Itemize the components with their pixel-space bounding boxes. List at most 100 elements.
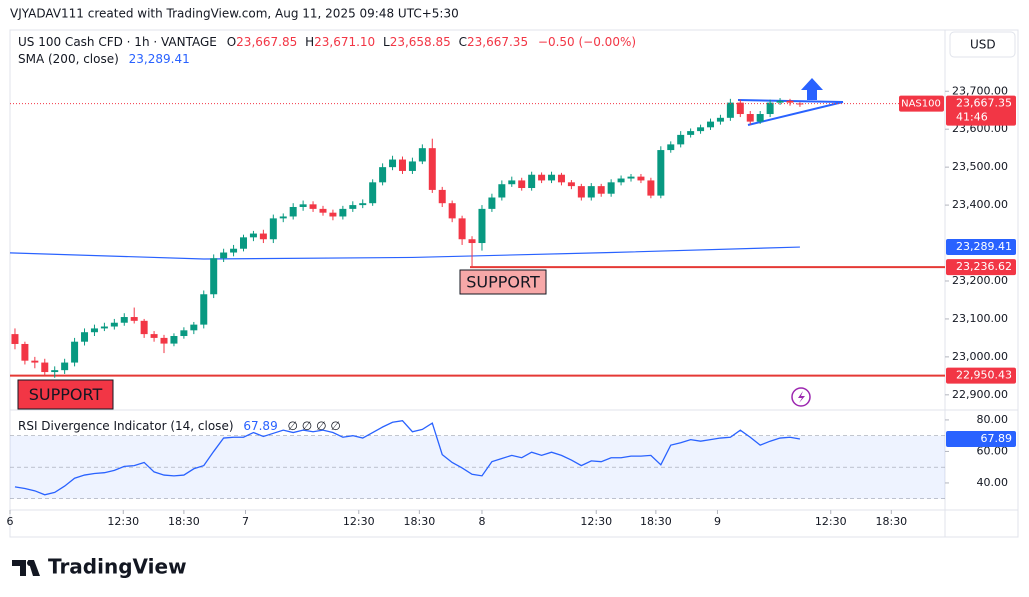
sma-price-box xyxy=(946,239,1016,256)
candle-body xyxy=(11,334,19,344)
ohlc-key: H xyxy=(305,35,314,49)
sma-name: SMA (200, close) xyxy=(18,52,119,66)
candle-body xyxy=(309,204,317,209)
y-tick-label: 23,400.00 xyxy=(952,198,1008,211)
countdown: 41:46 xyxy=(956,111,988,124)
support-tag: SUPPORT xyxy=(466,273,540,292)
candle-body xyxy=(458,218,466,240)
brand-name: TradingView xyxy=(48,555,187,579)
support-price-box xyxy=(946,367,1016,384)
candle-body xyxy=(190,324,198,331)
last-price-label: 23,667.35 xyxy=(956,97,1012,110)
brand-logo-dot xyxy=(27,560,33,566)
candle-body xyxy=(538,174,546,181)
y-tick-label: 23,700.00 xyxy=(952,84,1008,97)
candle-body xyxy=(160,337,168,344)
y-tick-label: 23,500.00 xyxy=(952,160,1008,173)
event-icon[interactable] xyxy=(791,387,811,407)
symbol-box xyxy=(899,95,944,112)
candle-body xyxy=(617,178,625,183)
rsi-value: 67.89 xyxy=(243,419,277,433)
x-tick-label: 12:30 xyxy=(343,515,375,528)
legend-rsi: RSI Divergence Indicator (14, close) 67.… xyxy=(18,419,341,433)
ohlc-value: 23,667.35 xyxy=(467,35,528,49)
ohlc-value: 23,671.10 xyxy=(314,35,375,49)
y-tick-label: 60.00 xyxy=(977,444,1009,457)
watermark: VJYADAV111 created with TradingView.com,… xyxy=(10,7,459,21)
candle-body xyxy=(210,258,218,295)
candle-body xyxy=(448,203,456,219)
legend-sma: SMA (200, close) 23,289.41 xyxy=(18,52,190,66)
rsi-value-box xyxy=(946,431,1016,448)
legend-main: US 100 Cash CFD · 1h · VANTAGE O23,667.8… xyxy=(18,35,636,49)
y-tick-label: 22,900.00 xyxy=(952,388,1008,401)
candle-body xyxy=(81,332,89,342)
sma-value: 23,289.41 xyxy=(129,52,190,66)
candle-body xyxy=(140,320,148,335)
candle-body xyxy=(687,131,695,135)
symbol-tag: NAS100 xyxy=(901,99,941,110)
x-tick-label: 9 xyxy=(714,515,721,528)
candle-body xyxy=(736,102,744,115)
candle-body xyxy=(677,134,685,145)
candle-body xyxy=(548,174,556,181)
support-tag-box xyxy=(459,269,547,295)
rsi-extra: ∅ ∅ ∅ ∅ xyxy=(288,419,341,433)
sma-price-label: 23,289.41 xyxy=(956,240,1012,253)
candle-body xyxy=(756,114,764,122)
x-tick-label: 12:30 xyxy=(580,515,612,528)
ohlc-value: 23,658.85 xyxy=(390,35,451,49)
y-tick-label: 80.00 xyxy=(977,413,1009,426)
candle-body xyxy=(200,294,208,325)
support-price-label: 23,236.62 xyxy=(956,260,1012,273)
x-tick-label: 18:30 xyxy=(404,515,436,528)
candle-body xyxy=(528,174,536,189)
candle-body xyxy=(180,330,188,337)
candle-body xyxy=(150,334,158,338)
last-price-box xyxy=(946,95,1016,126)
candle-body xyxy=(726,102,734,118)
candle-body xyxy=(428,148,436,190)
candle-body xyxy=(746,114,754,122)
currency[interactable]: USD xyxy=(970,38,996,52)
candle-body xyxy=(259,233,267,240)
candle-body xyxy=(716,117,724,122)
candle-body xyxy=(697,127,705,132)
candle-body xyxy=(51,370,59,373)
x-tick-label: 18:30 xyxy=(640,515,672,528)
candle-body xyxy=(220,252,228,259)
support-price-box xyxy=(946,259,1016,276)
support-price-label: 22,950.43 xyxy=(956,369,1012,382)
candle-body xyxy=(567,182,575,187)
candle-body xyxy=(607,182,615,194)
candle-body xyxy=(478,208,486,244)
candle-body xyxy=(110,322,118,327)
change: −0.50 (−0.00%) xyxy=(538,35,636,49)
support-tag-box xyxy=(17,379,114,410)
candle-body xyxy=(587,186,595,198)
candle-body xyxy=(289,206,297,217)
rsi-name: RSI Divergence Indicator (14, close) xyxy=(18,419,234,433)
candle-body xyxy=(597,186,605,194)
support-tag: SUPPORT xyxy=(29,385,103,404)
candle-body xyxy=(408,161,416,171)
y-tick-label: 40.00 xyxy=(977,476,1009,489)
candle-body xyxy=(657,150,665,196)
candle-body xyxy=(170,336,178,344)
candle-body xyxy=(279,216,287,219)
currency-button[interactable] xyxy=(949,31,1016,58)
x-tick-label: 18:30 xyxy=(168,515,200,528)
candle-body xyxy=(319,208,327,213)
rsi-line xyxy=(14,420,801,496)
candle-body xyxy=(557,174,565,183)
candle-body xyxy=(438,189,446,204)
candle-body xyxy=(766,102,774,115)
brand-logo xyxy=(12,560,40,576)
candle-body xyxy=(369,182,377,204)
candle-body xyxy=(508,180,516,185)
chart-frame xyxy=(9,29,1019,538)
candle-body xyxy=(240,237,248,249)
candle-body xyxy=(339,208,347,217)
event-bolt xyxy=(798,391,805,403)
